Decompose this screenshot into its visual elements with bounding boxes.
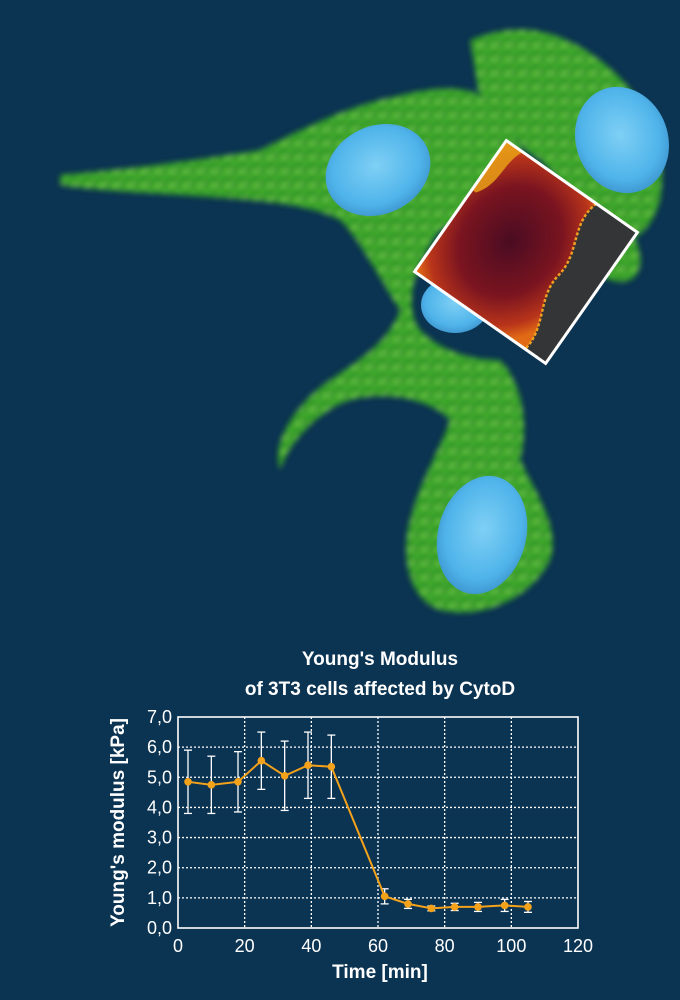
chart-title-line1: Young's Modulus bbox=[301, 649, 459, 670]
data-point bbox=[404, 900, 412, 908]
x-tick-label: 20 bbox=[235, 936, 255, 956]
data-point bbox=[380, 892, 389, 901]
data-point bbox=[207, 781, 216, 789]
y-tick-label: 7,0 bbox=[147, 707, 172, 727]
data-point bbox=[327, 762, 336, 771]
x-tick-label: 40 bbox=[301, 936, 321, 956]
x-tick-label: 0 bbox=[173, 936, 183, 956]
data-point bbox=[474, 903, 482, 911]
data-point bbox=[280, 771, 289, 780]
plot-frame bbox=[177, 716, 579, 929]
youngs-modulus-chart: 0 20 40 60 80 100 120 0,0 1,0 2,0 3,0 4,0 5,0 6,0 7,0 T… bbox=[108, 707, 593, 983]
fluorescence-micrograph bbox=[60, 29, 670, 613]
chart-title-line2: of 3T3 cells affected by CytoD bbox=[244, 679, 516, 700]
y-tick-label: 0,0 bbox=[147, 918, 172, 938]
data-point bbox=[234, 778, 242, 786]
y-tick-label: 1,0 bbox=[147, 888, 172, 908]
data-point bbox=[450, 903, 459, 911]
y-axis-label: Young's modulus [kPa] bbox=[108, 718, 129, 927]
y-tick-label: 3,0 bbox=[147, 828, 172, 848]
x-tick-label: 120 bbox=[563, 936, 593, 956]
afm-elasticity-map bbox=[412, 138, 640, 366]
data-point bbox=[500, 901, 509, 910]
data-point bbox=[427, 904, 436, 913]
data-point bbox=[184, 778, 192, 786]
y-tick-label: 2,0 bbox=[147, 858, 172, 878]
x-axis-label: Time [min] bbox=[332, 962, 428, 983]
data-point bbox=[257, 756, 266, 765]
series-line bbox=[187, 759, 529, 910]
x-tick-label: 100 bbox=[496, 936, 526, 956]
x-tick-label: 60 bbox=[368, 936, 388, 956]
y-tick-label: 4,0 bbox=[147, 797, 172, 817]
data-point bbox=[304, 761, 312, 770]
chart-title: Young's Modulus of 3T3 cells affected by… bbox=[0, 645, 680, 705]
y-tick-label: 6,0 bbox=[147, 737, 172, 757]
data-point bbox=[524, 903, 532, 911]
x-tick-label: 80 bbox=[435, 936, 455, 956]
y-tick-label: 5,0 bbox=[147, 767, 172, 787]
